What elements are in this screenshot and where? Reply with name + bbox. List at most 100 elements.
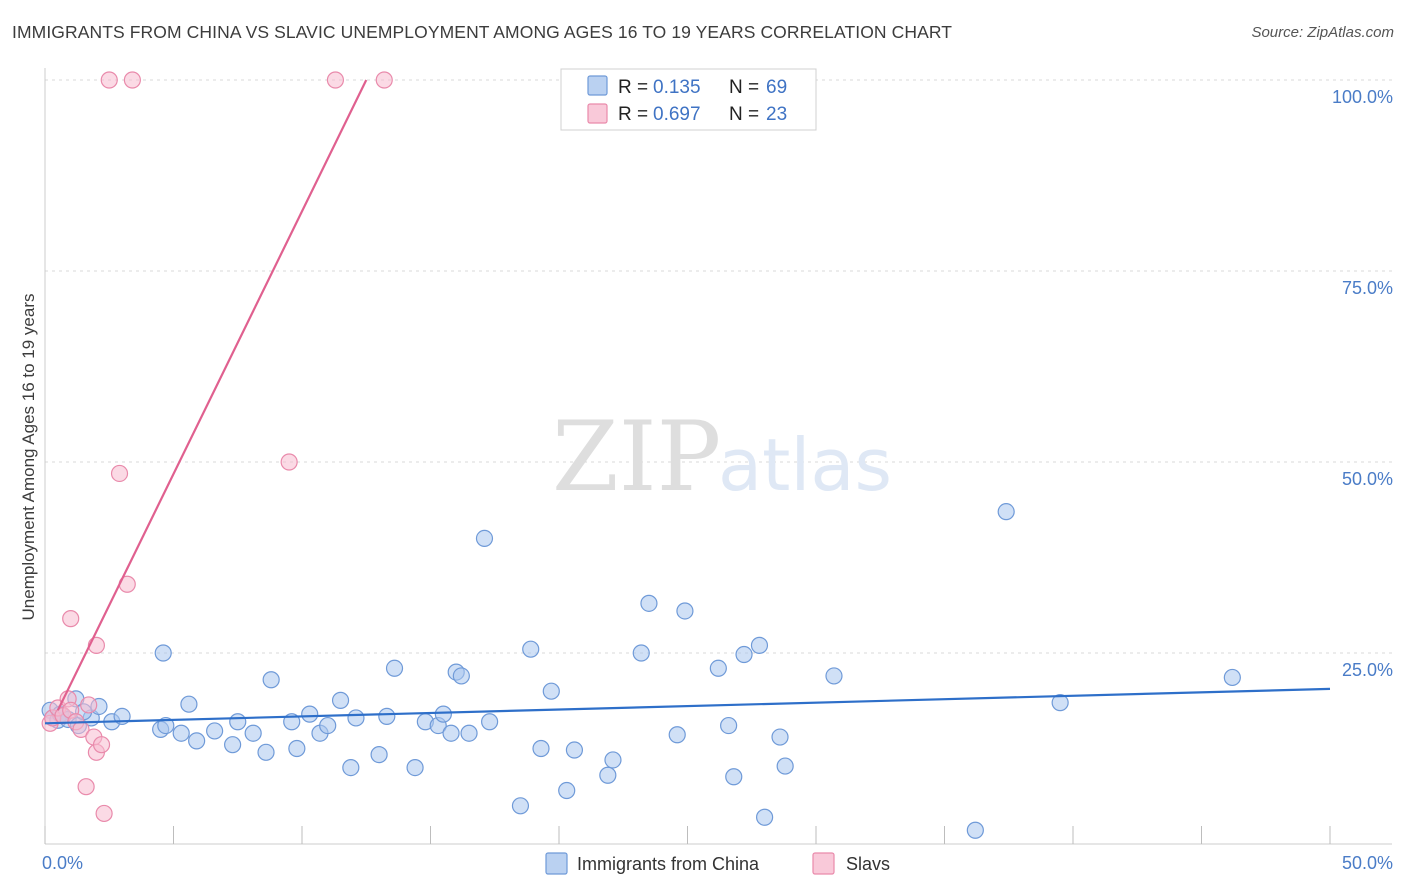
point-china-20 [224,736,242,754]
legend-n-label-slavs: N = [729,104,759,125]
point-china-27 [301,705,319,723]
series-china-points [41,503,1241,839]
legend-r-value-slavs: 0.697 [653,104,701,125]
point-china-26 [288,739,306,758]
x-tick-label-1: 50.0% [1342,853,1393,873]
point-slavs-14 [62,610,80,628]
legend-swatch-slavs [587,103,608,124]
y-axis-label: Unemployment Among Ages 16 to 19 years [19,294,38,621]
point-slavs-22 [375,71,393,89]
legend-n-value-china: 69 [766,77,787,98]
legend-swatch-china [587,75,608,96]
point-china-70 [1223,668,1241,687]
trend-line-china [44,687,1331,725]
bottom-legend-label-slavs: Slavs [846,854,890,874]
point-slavs-17 [110,464,129,483]
series-slavs-points [41,71,393,823]
y-tick-labels: 25.0% 50.0% 75.0% 100.0% [1332,87,1393,680]
legend-n-label-china: N = [729,77,759,98]
point-china-48 [532,739,550,758]
point-slavs-13 [95,804,113,823]
point-china-41 [442,724,460,742]
point-china-32 [370,746,388,764]
trend-line-slavs [56,79,368,711]
point-china-67 [966,821,984,839]
point-slavs-12 [77,778,95,796]
point-china-59 [720,716,738,735]
point-slavs-8 [80,696,98,714]
y-tick-label-0: 25.0% [1342,660,1393,680]
point-china-29 [319,716,337,735]
point-china-54 [632,644,650,662]
point-china-23 [257,743,275,761]
point-china-24 [262,671,280,689]
y-tick-label-2: 75.0% [1342,278,1393,298]
point-china-63 [755,808,774,826]
watermark-zip: ZIP [552,401,721,513]
point-slavs-20 [123,71,141,89]
point-china-49 [542,682,560,700]
point-china-17 [172,724,190,742]
point-china-31 [342,758,360,777]
point-china-69 [1051,694,1069,712]
y-tick-label-1: 50.0% [1342,469,1393,489]
point-slavs-19 [100,71,118,89]
x-tick-labels: 0.0% 50.0% [42,853,1393,873]
point-china-30 [331,691,350,709]
point-china-34 [378,707,396,726]
source-credit: Source: ZipAtlas.com [1251,24,1394,41]
point-china-22 [244,724,262,742]
point-china-35 [385,659,404,677]
point-china-46 [511,797,530,815]
watermark-atlas: atlas [718,423,892,507]
point-china-55 [640,594,658,612]
point-slavs-21 [326,71,345,89]
point-china-51 [558,781,576,800]
point-china-65 [776,757,794,775]
point-china-33 [347,709,365,727]
legend-r-label-slavs: R = [618,104,648,125]
point-china-39 [434,705,452,723]
point-china-61 [735,645,753,664]
chart-title: IMMIGRANTS FROM CHINA VS SLAVIC UNEMPLOY… [12,22,953,42]
trend-lines [44,79,1331,725]
legend-r-label-china: R = [618,77,648,98]
bottom-legend-swatch-slavs [812,852,835,875]
point-china-50 [565,741,584,759]
point-china-19 [229,713,247,731]
point-china-52 [599,766,617,784]
legend-r-value-china: 0.135 [653,77,701,98]
point-china-68 [997,503,1015,521]
point-china-62 [750,636,769,654]
point-china-18 [206,722,224,740]
series-legend: Immigrants from China Slavs [545,852,890,875]
point-china-43 [460,724,478,742]
point-china-47 [522,640,540,658]
point-china-57 [676,602,694,620]
point-china-44 [475,529,494,548]
point-china-66 [825,667,843,685]
point-china-53 [604,751,622,769]
correlation-legend: R = 0.135 N = 69 R = 0.697 N = 23 [560,68,817,131]
point-china-64 [771,728,789,746]
legend-n-value-slavs: 23 [766,104,787,125]
bottom-legend-swatch-china [545,852,568,875]
point-china-42 [452,667,470,685]
point-slavs-18 [280,453,298,471]
point-china-36 [406,758,424,777]
point-slavs-11 [92,736,111,754]
point-china-58 [709,659,727,677]
point-china-45 [481,713,499,731]
x-tick-label-0: 0.0% [42,853,83,873]
point-china-21 [154,644,172,662]
bottom-legend-label-china: Immigrants from China [577,854,760,874]
point-china-60 [725,768,743,786]
point-china-56 [668,726,686,744]
point-china-16 [188,732,206,750]
point-china-14 [157,716,175,735]
y-tick-label-3: 100.0% [1332,87,1393,107]
grid-lines [45,79,1392,654]
watermark: ZIP atlas [552,401,892,513]
point-china-15 [180,695,198,713]
